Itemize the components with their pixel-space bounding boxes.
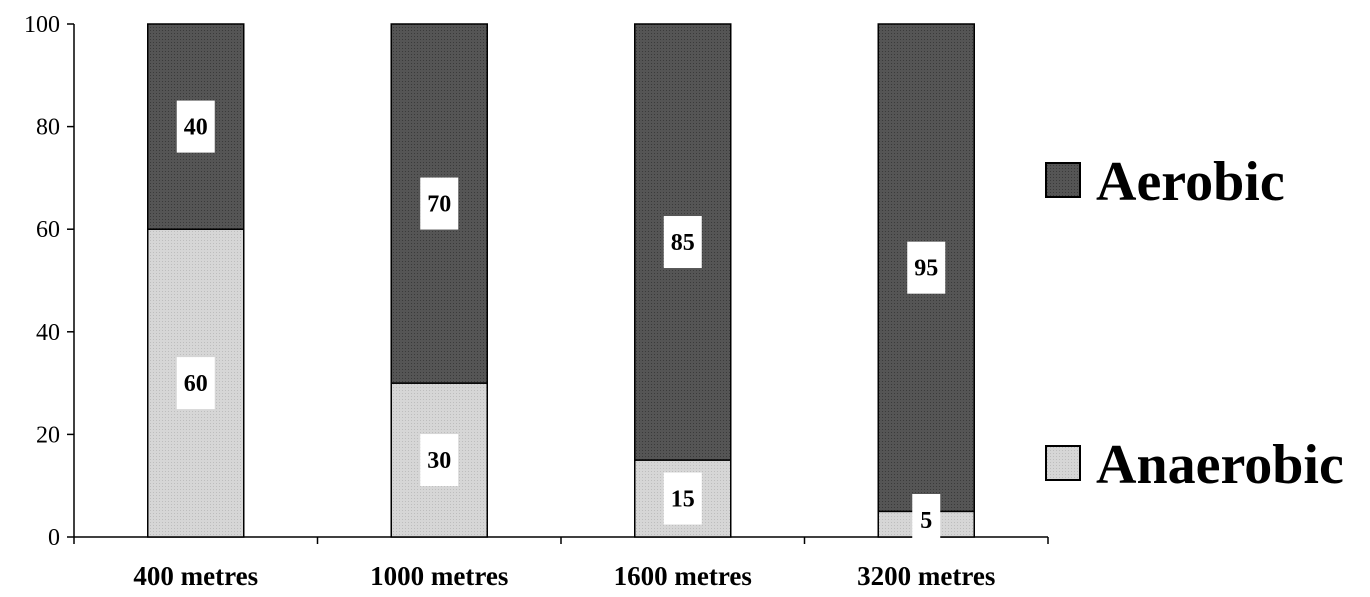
legend-label-anaerobic: Anaerobic [1096, 434, 1344, 496]
data-label-box [663, 216, 702, 269]
data-label-anaerobic: 30 [427, 448, 451, 474]
data-label-anaerobic: 60 [184, 371, 208, 397]
legend-swatch-aerobic [1045, 162, 1081, 198]
legend: Aerobic Anaerobic [1045, 151, 1344, 496]
data-label-aerobic: 85 [671, 230, 695, 256]
data-label-box [420, 434, 459, 487]
x-category-label: 400 metres [133, 561, 258, 591]
data-label-aerobic: 95 [914, 256, 938, 282]
data-label-anaerobic: 15 [671, 487, 695, 513]
y-tick-label: 20 [36, 422, 60, 448]
data-label-box [912, 494, 941, 546]
legend-label-aerobic: Aerobic [1096, 151, 1285, 213]
data-label-box [663, 472, 702, 525]
data-label-aerobic: 40 [184, 115, 208, 141]
data-label-aerobic: 70 [427, 192, 451, 218]
plot-area: 0 20 40 60 80 100 400 metres 1000 metres 1600 me… [24, 12, 1049, 591]
data-label-box [176, 357, 215, 410]
y-tick-label: 100 [24, 12, 60, 38]
x-category-label: 1000 metres [370, 561, 508, 591]
y-tick-label: 0 [48, 525, 60, 551]
data-label-box [907, 241, 946, 294]
y-tick-label: 60 [36, 217, 60, 243]
y-tick-label: 80 [36, 115, 60, 141]
x-category-label: 1600 metres [614, 561, 752, 591]
data-label-box [176, 100, 215, 153]
data-label-anaerobic: 5 [920, 508, 932, 534]
y-tick-label: 40 [36, 320, 60, 346]
data-label-box [420, 177, 459, 230]
legend-swatch-anaerobic [1045, 445, 1081, 481]
x-category-label: 3200 metres [857, 561, 995, 591]
